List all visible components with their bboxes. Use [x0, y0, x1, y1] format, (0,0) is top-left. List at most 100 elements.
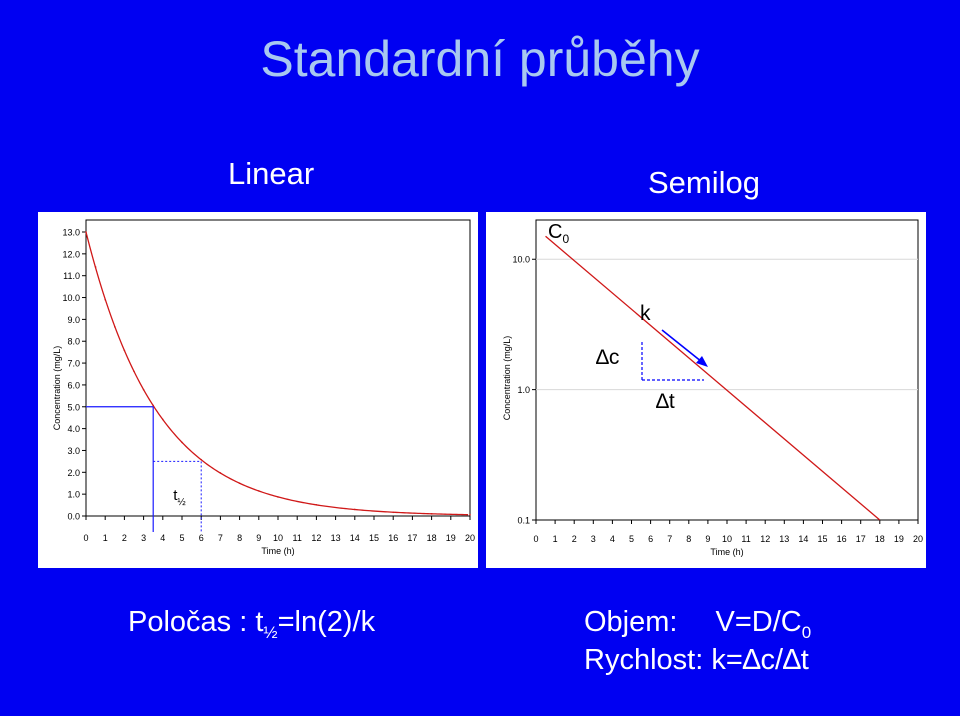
volume-formula-label: Objem: — [584, 606, 678, 638]
volume-formula: Objem: V=D/C0 — [584, 606, 811, 643]
data-point — [142, 388, 145, 391]
x-tick-label: 17 — [856, 534, 866, 544]
x-tick-label: 7 — [667, 534, 672, 544]
x-tick-label: 2 — [572, 534, 577, 544]
x-axis-label: Time (h) — [261, 546, 294, 556]
data-point — [430, 513, 433, 515]
data-point — [277, 496, 279, 498]
data-point — [258, 490, 260, 492]
rate-formula: Rychlost: k=∆c/∆t — [584, 644, 809, 676]
data-point — [200, 458, 202, 461]
x-tick-label: 9 — [256, 533, 261, 543]
x-tick-label: 11 — [293, 533, 302, 543]
log-linear-line — [545, 235, 881, 521]
x-tick-label: 20 — [913, 534, 923, 544]
x-tick-label: 16 — [837, 534, 847, 544]
x-tick-label: 1 — [103, 533, 108, 543]
x-tick-label: 0 — [83, 533, 88, 543]
linear-chart-panel: 0.0 1.0 2.0 3.0 4.0 5.0 6.0 7.0 8.0 9.0 10.0 11.0 12… — [38, 212, 478, 568]
slide-title: Standardní průběhy — [260, 31, 700, 87]
y-tick-label: 4.0 — [67, 424, 80, 434]
data-point — [315, 504, 318, 506]
half-life-formula-prefix: Poločas : t — [128, 606, 264, 638]
x-tick-label: 13 — [331, 533, 341, 543]
x-tick-label: 15 — [369, 533, 379, 543]
x-tick-label: 10 — [722, 534, 732, 544]
k-arrow-head — [696, 356, 708, 367]
half-life-formula-suffix: =ln(2)/k — [277, 606, 376, 638]
x-tick-label: 13 — [779, 534, 789, 544]
dt-label: ∆t — [656, 390, 675, 413]
x-tick-label: 17 — [407, 533, 417, 543]
x-tick-label: 18 — [875, 534, 885, 544]
y-axis-label: Concentration (mg/L) — [52, 346, 62, 431]
x-tick-label: 15 — [817, 534, 827, 544]
x-tick-label: 6 — [648, 534, 653, 544]
x-tick-label: 9 — [705, 534, 710, 544]
data-point — [123, 349, 126, 352]
half-life-label: t½ — [173, 487, 186, 508]
data-point — [94, 266, 97, 268]
data-point — [162, 418, 164, 421]
linear-chart: 0.01.02.03.04.05.06.07.08.09.010.011.012… — [52, 219, 475, 556]
y-tick-label: 9.0 — [67, 315, 80, 325]
decay-curve — [85, 231, 469, 516]
volume-formula-sub: 0 — [801, 622, 812, 642]
x-tick-label: 16 — [388, 533, 398, 543]
k-label: k — [640, 302, 651, 325]
y-tick-label: 10.0 — [62, 293, 80, 303]
y-tick-label: 0.0 — [67, 512, 80, 522]
x-tick-label: 6 — [199, 533, 204, 543]
x-tick-label: 10 — [273, 533, 283, 543]
y-tick-label: 13.0 — [62, 228, 80, 238]
y-tick-label: 10.0 — [512, 255, 530, 265]
volume-formula-value: V=D/C — [715, 606, 802, 638]
y-tick-label: 12.0 — [62, 249, 80, 259]
dc-label: ∆c — [596, 346, 619, 369]
y-tick-label: 7.0 — [67, 359, 80, 369]
data-point — [219, 472, 222, 474]
y-tick-label: 3.0 — [67, 446, 80, 456]
c0-label: C0 — [548, 221, 569, 246]
x-tick-label: 2 — [122, 533, 127, 543]
plot-frame — [85, 219, 471, 517]
x-tick-label: 12 — [311, 533, 321, 543]
x-tick-label: 18 — [427, 533, 437, 543]
x-tick-label: 3 — [141, 533, 146, 543]
x-tick-label: 0 — [533, 534, 538, 544]
x-tick-label: 19 — [894, 534, 904, 544]
data-point — [85, 231, 87, 233]
data-point — [181, 441, 183, 444]
semilog-chart: 10.01.00.10 1 2 3 4 5 6 7 8 9 10 11 12 13 14 15 16 17 18 19… — [502, 219, 923, 557]
x-tick-label: 1 — [553, 534, 558, 544]
x-tick-label: 12 — [760, 534, 770, 544]
x-tick-label: 14 — [798, 534, 808, 544]
x-tick-label: 14 — [350, 533, 360, 543]
x-tick-label: 5 — [629, 534, 634, 544]
y-tick-label: 2.0 — [67, 468, 80, 478]
x-tick-label: 4 — [160, 533, 165, 543]
data-point — [392, 511, 395, 514]
plot-frame — [535, 219, 919, 521]
half-life-formula-sub: ½ — [263, 622, 278, 642]
x-tick-label: 4 — [610, 534, 615, 544]
x-tick-label: 8 — [237, 533, 242, 543]
x-tick-label: 11 — [741, 534, 750, 544]
half-life-formula: Poločas : t½=ln(2)/k — [128, 606, 375, 643]
x-tick-label: 8 — [686, 534, 691, 544]
label-linear: Linear — [228, 156, 315, 191]
y-tick-label: 1.0 — [67, 490, 80, 500]
label-semilog: Semilog — [648, 165, 760, 200]
data-point — [354, 508, 356, 511]
data-point — [469, 513, 471, 516]
data-point — [133, 370, 135, 373]
data-point — [238, 482, 241, 485]
k-arrow-line — [661, 329, 703, 363]
y-tick-label: 5.0 — [67, 402, 80, 412]
x-tick-label: 20 — [465, 533, 475, 543]
data-point — [114, 326, 116, 328]
x-tick-label: 3 — [591, 534, 596, 544]
y-axis-label: Concentration (mg/L) — [502, 336, 512, 421]
y-tick-label: 11.0 — [63, 271, 80, 281]
y-tick-label: 6.0 — [67, 380, 80, 390]
